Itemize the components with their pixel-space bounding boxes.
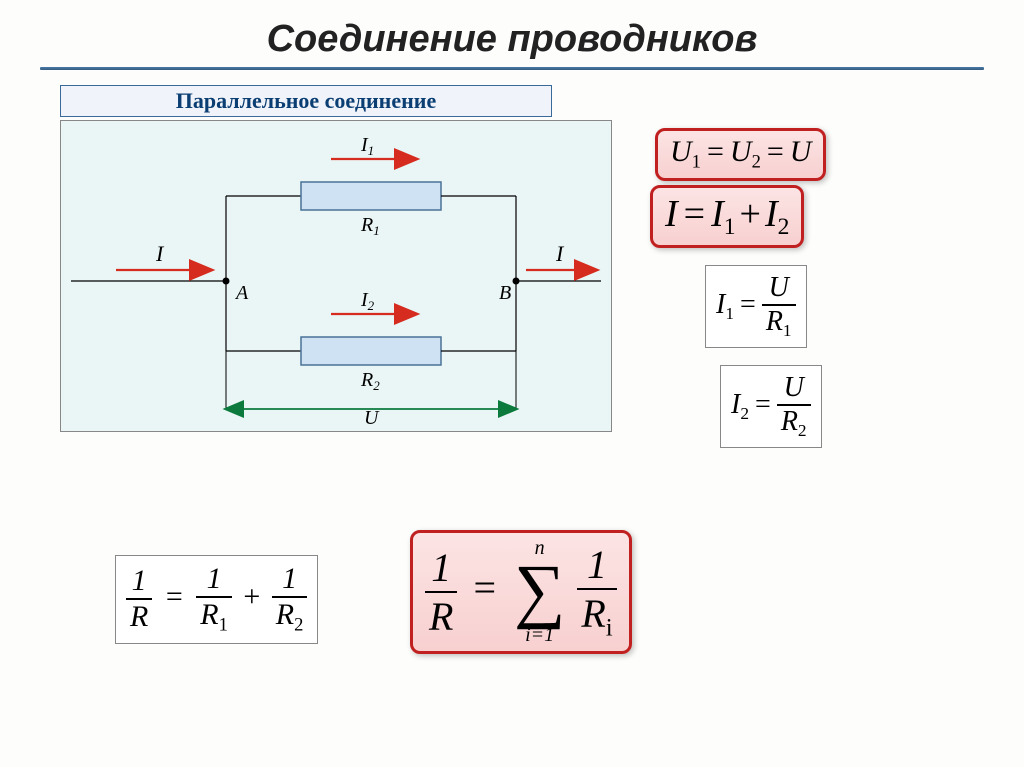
svg-text:I2: I2 (360, 289, 375, 313)
formula-R-sum: 1R = n ∑ i=1 1Ri (410, 530, 632, 654)
page-title: Соединение проводников (0, 0, 1024, 61)
svg-text:R2: R2 (360, 369, 380, 393)
svg-text:I1: I1 (360, 134, 374, 158)
subtitle: Параллельное соединение (60, 85, 552, 117)
svg-text:B: B (499, 282, 511, 304)
svg-text:I: I (155, 241, 165, 266)
formula-I2: I2=UR2 (720, 365, 822, 448)
formula-I1: I1=UR1 (705, 265, 807, 348)
title-rule (40, 67, 984, 70)
circuit-svg: I I A B I1 R1 I2 R2 U (61, 121, 611, 431)
formula-current-sum: I=I1+I2 (650, 185, 804, 248)
formula-R-two: 1R = 1R1 + 1R2 (115, 555, 318, 644)
svg-text:I: I (555, 241, 565, 266)
svg-text:U: U (364, 407, 380, 429)
circuit-diagram: I I A B I1 R1 I2 R2 U (60, 120, 612, 432)
svg-text:A: A (234, 282, 249, 304)
formula-voltage: U1=U2=U (655, 128, 826, 181)
svg-text:R1: R1 (360, 214, 380, 238)
